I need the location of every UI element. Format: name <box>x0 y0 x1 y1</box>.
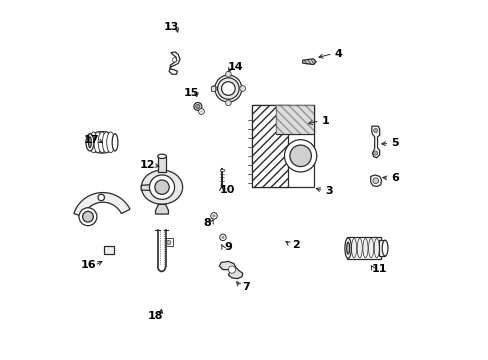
Polygon shape <box>219 261 242 279</box>
Ellipse shape <box>346 242 349 254</box>
Ellipse shape <box>344 238 351 258</box>
Ellipse shape <box>351 238 356 258</box>
Text: 8: 8 <box>203 218 210 228</box>
Circle shape <box>219 234 226 240</box>
Text: 12: 12 <box>140 160 155 170</box>
Ellipse shape <box>141 170 182 204</box>
Bar <box>158 156 166 172</box>
Ellipse shape <box>158 154 166 158</box>
Ellipse shape <box>373 238 379 258</box>
Bar <box>103 246 113 254</box>
Circle shape <box>239 86 245 91</box>
Circle shape <box>373 129 377 133</box>
Ellipse shape <box>221 82 235 95</box>
Polygon shape <box>302 59 316 64</box>
Polygon shape <box>155 204 168 214</box>
Text: 6: 6 <box>390 173 398 183</box>
Text: 16: 16 <box>81 260 97 270</box>
Ellipse shape <box>149 175 174 199</box>
Circle shape <box>225 71 231 77</box>
Polygon shape <box>74 193 130 217</box>
Ellipse shape <box>214 75 241 102</box>
Ellipse shape <box>88 137 91 148</box>
Text: 2: 2 <box>292 239 300 249</box>
Circle shape <box>198 109 204 114</box>
Text: 5: 5 <box>390 139 398 148</box>
Ellipse shape <box>87 132 117 153</box>
Ellipse shape <box>102 132 110 153</box>
Circle shape <box>82 211 93 222</box>
Text: 11: 11 <box>370 264 386 274</box>
Text: 1: 1 <box>321 116 329 126</box>
Text: 13: 13 <box>163 22 179 32</box>
Ellipse shape <box>217 78 239 99</box>
Circle shape <box>195 104 200 109</box>
Ellipse shape <box>89 132 97 153</box>
Circle shape <box>194 103 202 111</box>
Bar <box>211 86 215 91</box>
Circle shape <box>212 215 215 217</box>
Circle shape <box>166 240 171 244</box>
Polygon shape <box>141 184 155 191</box>
Ellipse shape <box>362 238 367 258</box>
Ellipse shape <box>155 180 169 194</box>
Circle shape <box>210 213 217 219</box>
Circle shape <box>373 151 377 155</box>
Bar <box>251 105 287 187</box>
Text: 15: 15 <box>183 88 199 98</box>
Text: 18: 18 <box>147 311 163 320</box>
Bar <box>251 105 314 187</box>
Circle shape <box>221 236 224 239</box>
Circle shape <box>211 86 217 91</box>
Circle shape <box>172 58 176 62</box>
Ellipse shape <box>98 132 106 153</box>
Circle shape <box>284 140 316 172</box>
Circle shape <box>200 111 202 113</box>
Ellipse shape <box>356 238 362 258</box>
Circle shape <box>289 145 311 167</box>
Bar <box>275 105 314 134</box>
Bar <box>251 105 287 187</box>
Bar <box>379 240 384 256</box>
Bar <box>166 238 172 246</box>
Text: 10: 10 <box>219 185 235 195</box>
Ellipse shape <box>382 240 387 256</box>
Text: 7: 7 <box>242 282 250 292</box>
Text: 4: 4 <box>334 49 342 59</box>
Ellipse shape <box>94 132 102 153</box>
Text: 9: 9 <box>224 242 232 252</box>
Ellipse shape <box>345 238 350 258</box>
Circle shape <box>79 208 97 226</box>
Circle shape <box>372 178 378 184</box>
Bar <box>275 105 314 134</box>
Circle shape <box>225 100 231 106</box>
Bar <box>220 168 224 171</box>
Ellipse shape <box>106 132 114 153</box>
Bar <box>346 237 380 259</box>
Circle shape <box>228 266 235 273</box>
Polygon shape <box>370 175 381 186</box>
Text: 17: 17 <box>84 135 99 145</box>
Ellipse shape <box>86 134 94 151</box>
Circle shape <box>98 194 104 201</box>
Polygon shape <box>169 52 180 74</box>
Polygon shape <box>371 126 379 158</box>
Text: 3: 3 <box>325 186 332 196</box>
Ellipse shape <box>368 238 373 258</box>
Ellipse shape <box>112 134 118 151</box>
Text: 14: 14 <box>227 62 243 72</box>
